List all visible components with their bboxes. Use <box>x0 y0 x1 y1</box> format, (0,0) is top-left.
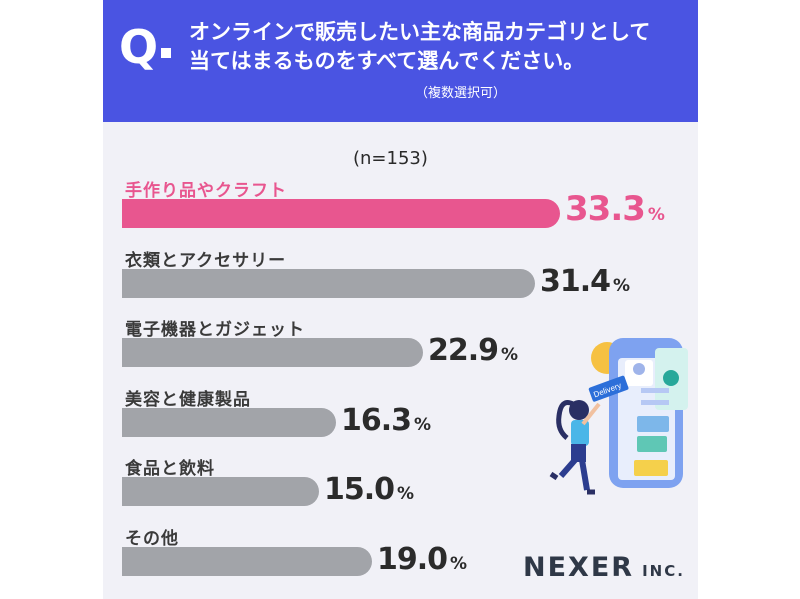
bar <box>122 407 336 437</box>
online-shopping-illustration: Delivery <box>549 338 688 495</box>
category-label: その他 <box>125 528 179 549</box>
value-label: 33.3% <box>565 189 665 229</box>
bar <box>122 546 372 576</box>
value-number: 22.9 <box>428 333 499 368</box>
value-unit: % <box>501 345 519 365</box>
question-mark-dot <box>161 48 171 58</box>
bar <box>122 477 319 506</box>
value-number: 31.4 <box>540 263 611 299</box>
value-label: 22.9% <box>428 336 518 366</box>
value-number: 19.0 <box>377 541 448 577</box>
category-label: 電子機器とガジェット <box>125 320 305 340</box>
category-label: 手作り品やクラフト <box>125 181 287 201</box>
value-label: 15.0% <box>324 475 414 505</box>
bar <box>122 199 560 228</box>
question-note: （複数選択可） <box>414 86 506 101</box>
value-unit: % <box>397 484 415 504</box>
question-header: Q オンラインで販売したい主な商品カテゴリとして 当てはまるものをすべて選んでく… <box>103 0 698 122</box>
question-line-1: オンラインで販売したい主な商品カテゴリとして <box>189 20 651 44</box>
value-unit: % <box>450 553 468 574</box>
category-label: 衣類とアクセサリー <box>125 250 287 271</box>
sample-size: (n=153) <box>353 148 428 169</box>
bar <box>122 268 535 298</box>
value-label: 31.4% <box>540 263 631 299</box>
chart-card: Q オンラインで販売したい主な商品カテゴリとして 当てはまるものをすべて選んでく… <box>103 0 698 599</box>
question-text: オンラインで販売したい主な商品カテゴリとして 当てはまるものをすべて選んでくださ… <box>189 18 689 76</box>
question-mark: Q <box>119 20 159 74</box>
value-unit: % <box>414 414 432 435</box>
category-label: 美容と健康製品 <box>125 389 251 410</box>
value-label: 16.3% <box>341 402 432 438</box>
nexer-logo: NEXER INC. <box>523 552 685 583</box>
value-unit: % <box>613 275 631 296</box>
logo-suffix: INC. <box>642 562 685 580</box>
value-number: 33.3 <box>565 189 646 229</box>
category-label: 食品と飲料 <box>125 459 215 479</box>
value-number: 15.0 <box>324 472 395 507</box>
bar <box>122 338 423 367</box>
logo-name: NEXER <box>523 552 635 583</box>
question-line-2: 当てはまるものをすべて選んでください。 <box>189 49 585 73</box>
value-unit: % <box>647 205 665 225</box>
value-label: 19.0% <box>377 541 468 577</box>
value-number: 16.3 <box>341 402 412 438</box>
